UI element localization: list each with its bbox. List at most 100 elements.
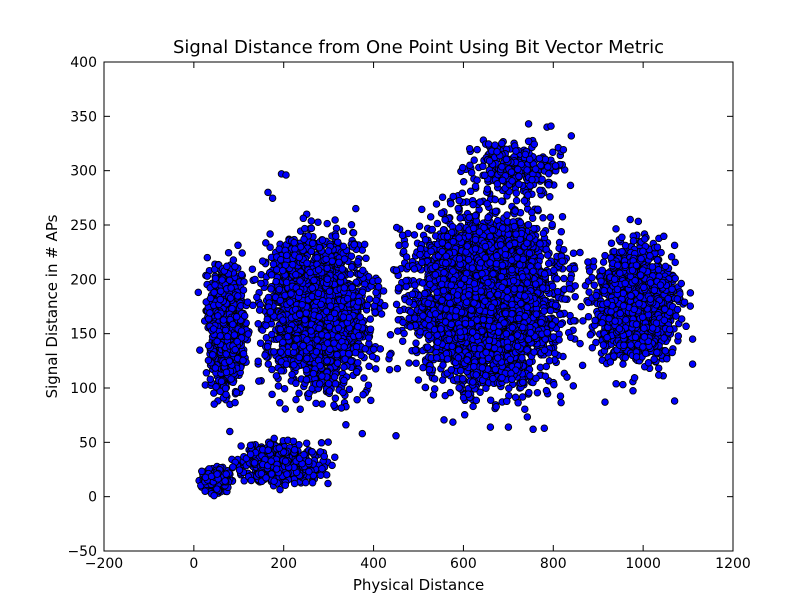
scatter-point bbox=[211, 274, 220, 283]
scatter-point bbox=[352, 368, 361, 376]
scatter-point bbox=[279, 316, 287, 324]
scatter-point bbox=[268, 365, 276, 374]
scatter-point bbox=[328, 461, 336, 470]
scatter-point bbox=[270, 348, 278, 356]
scatter-point bbox=[266, 230, 274, 238]
scatter-point bbox=[324, 479, 332, 488]
scatter-point bbox=[347, 221, 356, 229]
scatter-point bbox=[308, 478, 317, 487]
scatter-point bbox=[323, 219, 331, 228]
scatter-point bbox=[332, 232, 340, 240]
scatter-point bbox=[354, 322, 362, 331]
scatter-point bbox=[331, 380, 340, 388]
scatter-point bbox=[302, 309, 310, 317]
scatter-point bbox=[229, 320, 237, 329]
scatter-point bbox=[231, 345, 239, 354]
scatter-point bbox=[198, 467, 206, 476]
scatter-point bbox=[229, 256, 238, 264]
scatter-point bbox=[217, 377, 226, 386]
scatter-point bbox=[419, 363, 427, 372]
scatter-point bbox=[365, 334, 373, 342]
scatter-point bbox=[234, 292, 242, 300]
scatter-point bbox=[246, 450, 255, 459]
scatter-point bbox=[330, 309, 339, 318]
scatter-point bbox=[330, 339, 338, 347]
scatter-point bbox=[359, 390, 367, 399]
scatter-point bbox=[255, 377, 263, 385]
scatter-point bbox=[323, 332, 332, 340]
scatter-point bbox=[302, 365, 311, 374]
scatter-point bbox=[218, 276, 226, 284]
scatter-point bbox=[360, 374, 368, 382]
scatter-point bbox=[376, 345, 385, 353]
scatter-point bbox=[351, 348, 360, 357]
scatter-point bbox=[352, 204, 360, 213]
scatter-point bbox=[372, 296, 380, 305]
scatter-point bbox=[288, 260, 297, 269]
scatter-point bbox=[322, 255, 330, 263]
scatter-point bbox=[324, 438, 332, 446]
scatter-point bbox=[393, 327, 402, 335]
scatter-point bbox=[400, 329, 408, 338]
scatter-point bbox=[305, 467, 313, 476]
scatter-point bbox=[290, 361, 298, 369]
scatter-point bbox=[362, 254, 370, 263]
scatter-point bbox=[231, 262, 239, 271]
scatter-point bbox=[330, 373, 339, 381]
scatter-point bbox=[206, 309, 214, 317]
scatter-point bbox=[359, 266, 367, 275]
scatter-point bbox=[267, 285, 275, 293]
scatter-point bbox=[317, 300, 325, 309]
scatter-point bbox=[292, 379, 300, 388]
scatter-point bbox=[221, 477, 229, 485]
scatter-point bbox=[239, 349, 248, 358]
scatter-point bbox=[316, 361, 324, 370]
scatter-point bbox=[210, 400, 218, 408]
scatter-point bbox=[299, 214, 308, 223]
scatter-point bbox=[313, 254, 321, 262]
scatter-point bbox=[308, 239, 317, 248]
scatter-point bbox=[282, 360, 291, 368]
scatter-point bbox=[386, 331, 395, 339]
scatter-point bbox=[323, 339, 332, 347]
scatter-point bbox=[299, 341, 307, 350]
scatter-point bbox=[227, 375, 235, 383]
scatter-point bbox=[364, 381, 373, 389]
scatter-point bbox=[300, 450, 308, 459]
scatter-point bbox=[222, 368, 231, 377]
scatter-point bbox=[290, 446, 299, 454]
scatter-point bbox=[363, 301, 372, 310]
scatter-point bbox=[280, 384, 289, 393]
points-layer bbox=[194, 120, 697, 500]
scatter-point bbox=[211, 281, 219, 289]
scatter-point bbox=[210, 389, 218, 397]
scatter-point bbox=[204, 356, 213, 365]
scatter-point bbox=[277, 348, 285, 356]
scatter-point bbox=[281, 481, 290, 489]
scatter-point bbox=[325, 287, 334, 295]
scatter-point bbox=[339, 313, 348, 321]
scatter-point bbox=[369, 345, 378, 354]
scatter-point bbox=[360, 240, 369, 249]
scatter-point bbox=[303, 259, 311, 267]
scatter-point bbox=[335, 258, 343, 267]
scatter-point bbox=[281, 405, 290, 413]
scatter-point bbox=[337, 272, 345, 281]
scatter-point bbox=[318, 464, 326, 473]
scatter-point bbox=[295, 353, 304, 362]
scatter-point bbox=[288, 370, 296, 379]
scatter-point bbox=[306, 268, 314, 277]
scatter-point bbox=[323, 357, 331, 365]
scatter-point bbox=[368, 352, 377, 361]
scatter-point bbox=[262, 474, 270, 482]
scatter-point bbox=[334, 324, 343, 333]
scatter-point bbox=[539, 214, 547, 222]
scatter-point bbox=[277, 367, 285, 375]
scatter-point bbox=[430, 385, 439, 393]
scatter-point bbox=[361, 345, 369, 353]
scatter-point bbox=[330, 401, 338, 409]
scatter-point bbox=[293, 335, 301, 343]
scatter-point bbox=[286, 298, 294, 306]
scatter-point bbox=[354, 298, 363, 306]
scatter-point bbox=[267, 271, 276, 279]
